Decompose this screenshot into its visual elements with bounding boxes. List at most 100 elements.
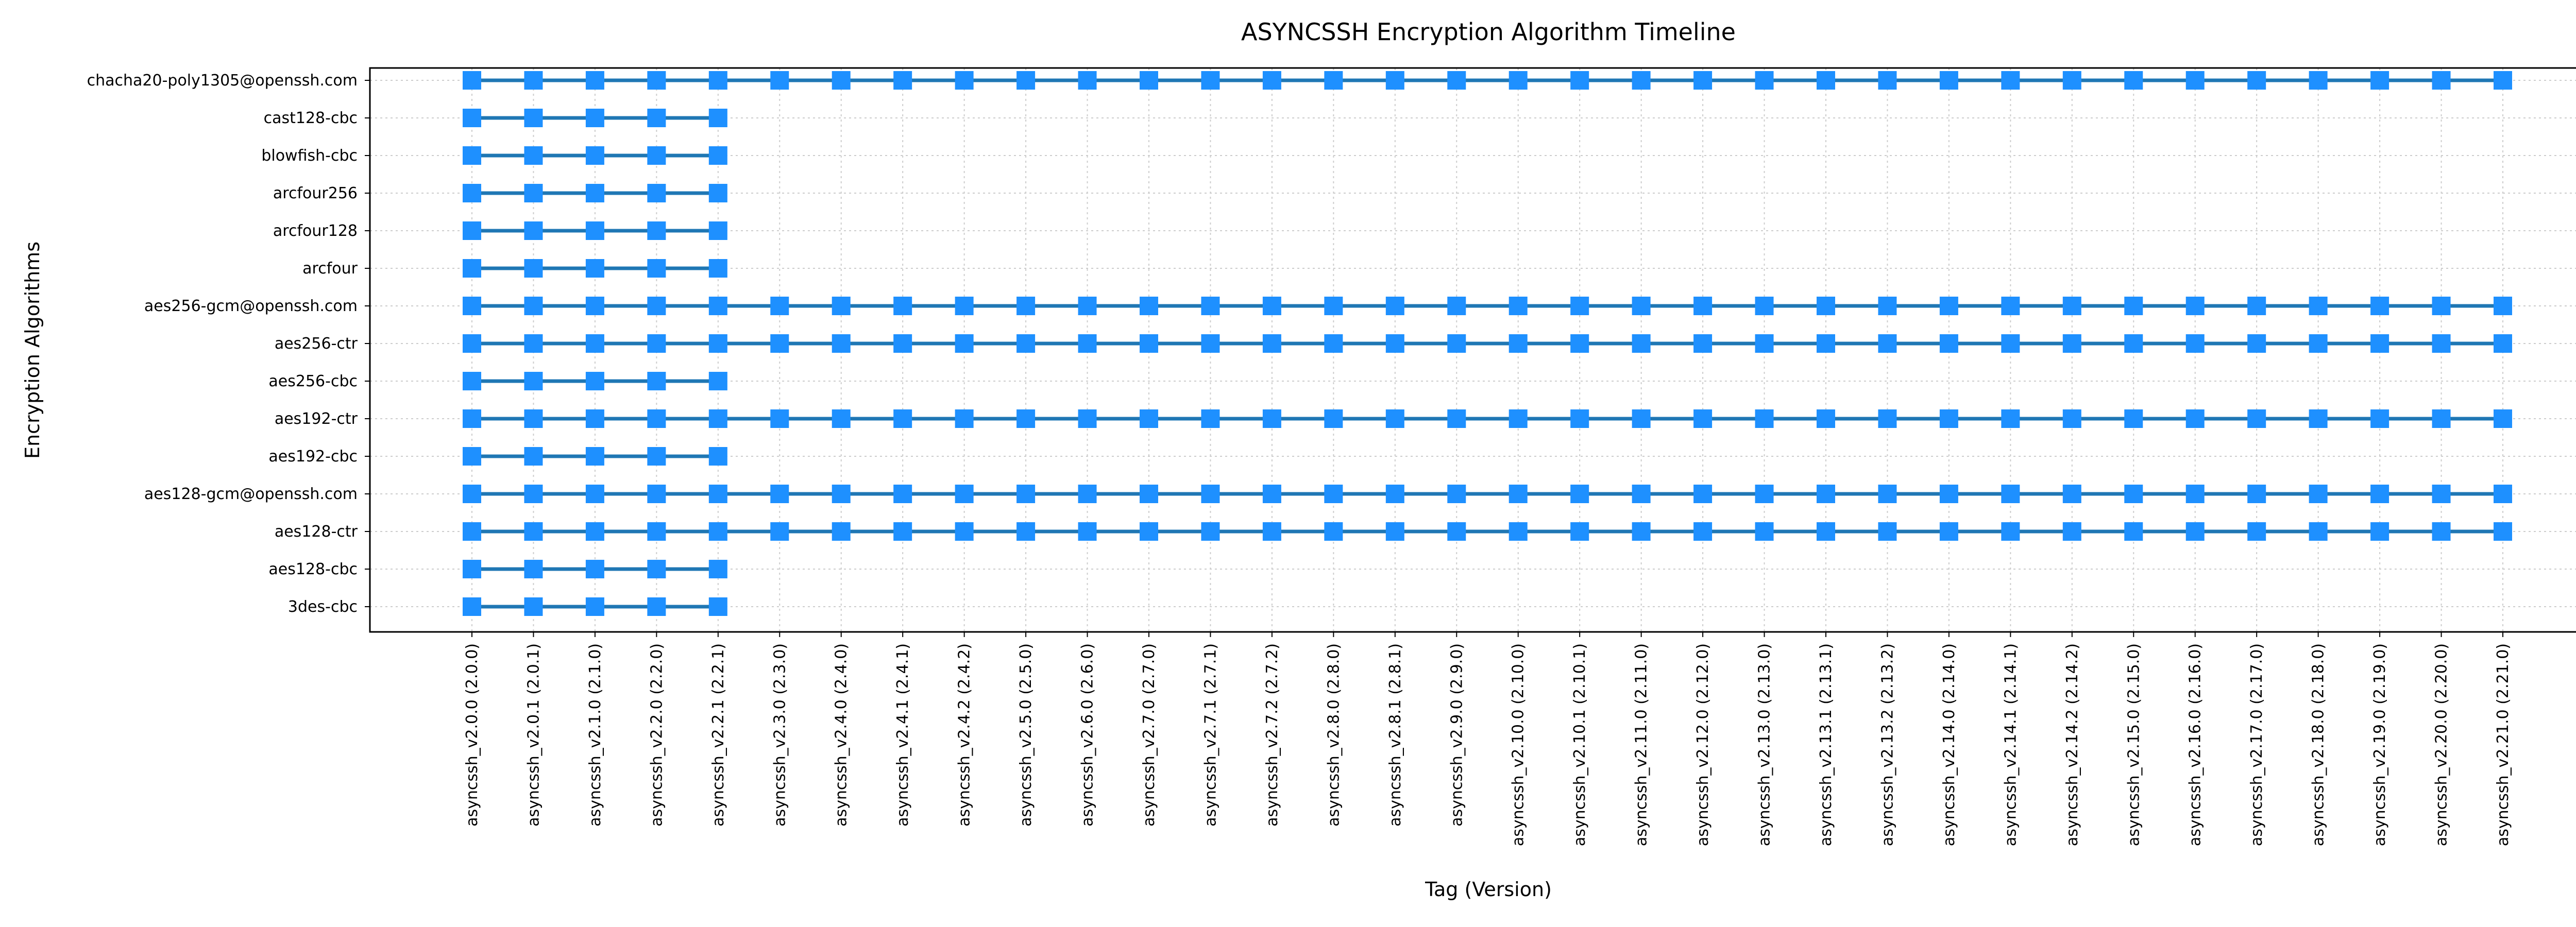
data-point-marker — [832, 334, 851, 353]
data-point-marker — [524, 184, 543, 202]
data-point-marker — [2494, 71, 2512, 90]
data-point-marker — [1693, 334, 1713, 353]
data-point-marker — [524, 221, 543, 240]
data-point-marker — [1693, 71, 1713, 90]
data-point-marker — [463, 334, 481, 353]
data-point-marker — [647, 71, 666, 90]
data-point-marker — [2001, 409, 2020, 428]
data-point-marker — [1447, 485, 1466, 503]
data-point-marker — [1570, 71, 1589, 90]
data-point-marker — [1201, 409, 1220, 428]
x-tick-label: asyncssh_v2.2.0 (2.2.0) — [648, 643, 666, 827]
data-point-marker — [647, 221, 666, 240]
data-point-marker — [524, 560, 543, 578]
y-tick-label: aes192-ctr — [275, 410, 358, 428]
data-point-marker — [1324, 334, 1343, 353]
data-point-marker — [1140, 409, 1158, 428]
data-point-marker — [463, 109, 481, 127]
x-tick-label: asyncssh_v2.19.0 (2.19.0) — [2371, 643, 2389, 846]
data-point-marker — [1878, 409, 1897, 428]
data-point-marker — [708, 184, 727, 202]
x-tick-label: asyncssh_v2.8.1 (2.8.1) — [1386, 643, 1404, 827]
data-point-marker — [524, 597, 543, 616]
data-point-marker — [893, 485, 912, 503]
data-point-marker — [2124, 334, 2143, 353]
data-point-marker — [585, 109, 604, 127]
data-point-marker — [1509, 409, 1528, 428]
data-point-marker — [1324, 522, 1343, 541]
x-tick-label: asyncssh_v2.7.0 (2.7.0) — [1140, 643, 1158, 827]
data-point-marker — [1324, 297, 1343, 315]
data-point-marker — [1324, 71, 1343, 90]
x-tick-label: asyncssh_v2.20.0 (2.20.0) — [2433, 643, 2451, 846]
data-point-marker — [2432, 71, 2451, 90]
data-point-marker — [463, 560, 481, 578]
data-point-marker — [1140, 71, 1158, 90]
y-tick-label: aes256-ctr — [275, 335, 358, 353]
data-point-marker — [1078, 409, 1097, 428]
data-point-marker — [585, 221, 604, 240]
data-point-marker — [647, 259, 666, 278]
data-point-marker — [1016, 409, 1036, 428]
data-point-marker — [1509, 334, 1528, 353]
data-point-marker — [585, 560, 604, 578]
data-point-marker — [463, 221, 481, 240]
x-tick-label: asyncssh_v2.14.1 (2.14.1) — [2002, 643, 2020, 846]
data-point-marker — [708, 485, 727, 503]
data-point-marker — [1570, 297, 1589, 315]
x-tick-label: asyncssh_v2.10.1 (2.10.1) — [1571, 643, 1589, 846]
grid-layer — [370, 68, 2576, 632]
data-point-marker — [1939, 334, 1958, 353]
data-point-marker — [1201, 297, 1220, 315]
data-point-marker — [2247, 409, 2266, 428]
x-tick-label: asyncssh_v2.4.0 (2.4.0) — [833, 643, 851, 827]
data-point-marker — [524, 259, 543, 278]
data-point-marker — [1632, 71, 1651, 90]
data-point-marker — [647, 334, 666, 353]
data-point-marker — [524, 109, 543, 127]
data-point-marker — [2124, 522, 2143, 541]
data-point-marker — [463, 372, 481, 390]
data-point-marker — [770, 522, 789, 541]
x-tick-label: asyncssh_v2.4.2 (2.4.2) — [956, 643, 974, 827]
data-point-marker — [2309, 71, 2328, 90]
data-point-marker — [1817, 297, 1835, 315]
data-point-marker — [463, 71, 481, 90]
x-tick-label: asyncssh_v2.14.2 (2.14.2) — [2063, 643, 2081, 846]
data-point-marker — [1201, 71, 1220, 90]
data-point-marker — [1201, 522, 1220, 541]
data-point-marker — [1878, 485, 1897, 503]
data-point-marker — [708, 522, 727, 541]
data-point-marker — [1140, 485, 1158, 503]
data-point-marker — [708, 259, 727, 278]
data-point-marker — [1632, 409, 1651, 428]
data-point-marker — [708, 409, 727, 428]
data-point-marker — [893, 297, 912, 315]
y-tick-label: aes256-gcm@openssh.com — [144, 297, 358, 315]
data-point-marker — [1817, 71, 1835, 90]
data-point-marker — [955, 409, 974, 428]
y-axis-label: Encryption Algorithms — [21, 242, 44, 459]
x-ticks: asyncssh_v2.0.0 (2.0.0) asyncssh_v2.0.1 (… — [463, 632, 2512, 846]
data-point-marker — [1016, 522, 1036, 541]
data-point-marker — [463, 297, 481, 315]
data-point-marker — [1570, 485, 1589, 503]
data-point-marker — [1755, 409, 1774, 428]
data-point-marker — [2370, 297, 2389, 315]
data-point-marker — [2185, 409, 2205, 428]
data-point-marker — [2001, 297, 2020, 315]
data-point-marker — [1817, 334, 1835, 353]
series-markers — [463, 71, 2512, 616]
data-point-marker — [1447, 409, 1466, 428]
data-point-marker — [1693, 409, 1713, 428]
data-point-marker — [463, 447, 481, 466]
data-point-marker — [585, 146, 604, 165]
x-tick-label: asyncssh_v2.14.0 (2.14.0) — [1940, 643, 1958, 846]
data-point-marker — [524, 409, 543, 428]
data-point-marker — [585, 259, 604, 278]
data-point-marker — [708, 560, 727, 578]
data-point-marker — [647, 297, 666, 315]
data-point-marker — [647, 184, 666, 202]
data-point-marker — [463, 259, 481, 278]
x-tick-label: asyncssh_v2.5.0 (2.5.0) — [1017, 643, 1035, 827]
